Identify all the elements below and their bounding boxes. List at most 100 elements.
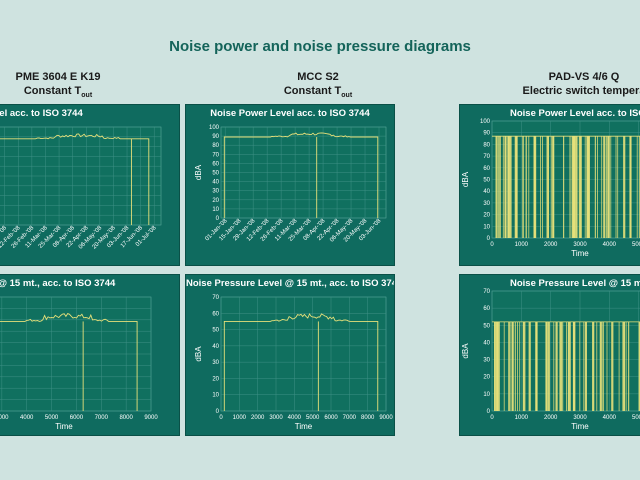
series-switch-bar — [494, 321, 495, 411]
series-switch-bar — [523, 136, 524, 238]
y-tick-label: 50 — [483, 323, 490, 329]
column-name: PAD-VS 4/6 Q — [548, 71, 620, 83]
y-tick-label: 50 — [483, 178, 490, 184]
series-switch-bar — [592, 321, 594, 411]
y-tick-label: 10 — [212, 393, 219, 399]
series-switch-bar — [618, 321, 620, 411]
series-switch-bar — [636, 136, 638, 238]
chart-svg: 0 10 20 30 40 50 60 70 80 90 100 dBA 0 1000 2000 3000 40… — [461, 119, 640, 258]
x-tick-label: 1000 — [515, 242, 529, 248]
series-line — [223, 132, 379, 219]
series-switch-bar — [597, 136, 598, 238]
column-header-pad: PAD-VS 4/6 Q Electric switch tempera — [474, 70, 640, 103]
series-switch-bar — [495, 136, 498, 238]
y-tick-label: 0 — [487, 236, 491, 242]
chart-title: Noise Pressure Level @ 15 mt., acc. to I… — [510, 278, 640, 289]
series-switch-bar — [528, 136, 530, 238]
y-tick-label: 0 — [216, 216, 220, 222]
series-switch-bar — [606, 136, 607, 238]
series-switch-bar — [511, 321, 513, 411]
x-axis-label: Time — [295, 422, 313, 431]
x-tick-label: 8000 — [119, 415, 133, 421]
x-tick-label: 9000 — [379, 415, 393, 421]
series-switch-bar — [509, 321, 511, 411]
series-switch-bar — [584, 136, 586, 238]
y-tick-label: 10 — [483, 392, 490, 398]
x-tick-label: 0 — [490, 415, 494, 421]
series-switch-bar — [574, 136, 577, 238]
column-subtitle: Constant Tout — [23, 85, 93, 100]
series-switch-bar — [610, 136, 612, 238]
x-tick-label: 4000 — [288, 415, 302, 421]
series-switch-bar — [573, 321, 576, 411]
series-switch-bar — [570, 321, 571, 411]
y-tick-label: 50 — [212, 328, 219, 334]
x-tick-label: 7000 — [343, 415, 357, 421]
series-switch-bar — [599, 321, 601, 411]
x-tick-label: 8000 — [361, 415, 375, 421]
series-line — [0, 313, 138, 412]
series-switch-bar — [560, 321, 563, 411]
chart-svg: 3000 4000 5000 6000 7000 8000 9000 Time — [0, 296, 158, 431]
series-switch-bar — [571, 136, 574, 238]
series-switch-bar — [601, 136, 603, 238]
x-tick-label: 5000 — [632, 242, 640, 248]
y-tick-label: 40 — [483, 189, 490, 195]
y-tick-label: 30 — [483, 201, 490, 207]
y-tick-label: 100 — [480, 119, 491, 125]
series-switch-bar — [517, 321, 518, 411]
x-tick-label: 4000 — [603, 415, 617, 421]
y-tick-label: 40 — [212, 180, 219, 186]
series-switch-bar — [563, 136, 564, 238]
series-switch-bar — [523, 321, 526, 411]
chart-svg: 010203040506070dBA0100020003000400050006… — [461, 289, 640, 431]
series-switch-bar — [540, 136, 541, 238]
series-switch-bar — [512, 321, 514, 411]
series-switch-bar — [569, 136, 571, 238]
series-switch-bar — [526, 136, 527, 238]
column-subtitle: Constant Tout — [283, 85, 353, 100]
series-switch-bar — [584, 321, 587, 411]
x-tick-label: 3000 — [573, 415, 587, 421]
series-switch-bar — [499, 136, 500, 238]
y-tick-label: 20 — [483, 375, 490, 381]
series-switch-bar — [607, 136, 609, 238]
series-switch-bar — [572, 136, 575, 238]
column-name: PME 3604 E K19 — [15, 71, 101, 83]
series-switch-bar — [498, 136, 499, 238]
series-switch-bar — [534, 136, 537, 238]
x-tick-label: 6000 — [70, 415, 84, 421]
y-axis-label: dBA — [194, 346, 203, 362]
x-tick-label: 7000 — [95, 415, 109, 421]
series-switch-bar — [502, 136, 504, 238]
x-tick-label: 2000 — [544, 242, 558, 248]
y-tick-label: 40 — [483, 340, 490, 346]
x-tick-label: 5000 — [632, 415, 640, 421]
series-switch-bar — [559, 321, 561, 411]
series-switch-bar — [497, 321, 498, 411]
plot-area — [220, 296, 387, 412]
series-line — [223, 313, 379, 412]
y-tick-label: 70 — [483, 289, 490, 295]
series-switch-bar — [638, 321, 640, 411]
chart-panel-power-pme: 15-Jan-'0829-Jan-'0812-Feb-'0826-Feb-'08… — [0, 104, 180, 266]
y-tick-label: 50 — [212, 171, 219, 177]
series-switch-bar — [587, 136, 590, 238]
x-axis-label: Time — [571, 422, 589, 431]
series-switch-bar — [496, 321, 500, 411]
series-switch-bar — [576, 136, 577, 238]
series-switch-bar — [522, 321, 524, 411]
series-switch-bar — [603, 136, 606, 238]
series-switch-bar — [639, 136, 640, 238]
y-tick-label: 100 — [209, 125, 220, 131]
page-title: Noise power and noise pressure diagrams — [169, 38, 471, 55]
series-switch-bar — [547, 321, 550, 411]
y-tick-label: 80 — [212, 143, 219, 149]
y-tick-label: 0 — [216, 409, 220, 415]
x-tick-label: 9000 — [144, 415, 158, 421]
y-tick-label: 0 — [487, 409, 491, 415]
y-tick-label: 20 — [212, 376, 219, 382]
series-switch-bar — [504, 136, 507, 238]
chart-title: Noise Power Level acc. to ISO 3744 — [510, 108, 640, 119]
series-switch-bar — [602, 321, 604, 411]
